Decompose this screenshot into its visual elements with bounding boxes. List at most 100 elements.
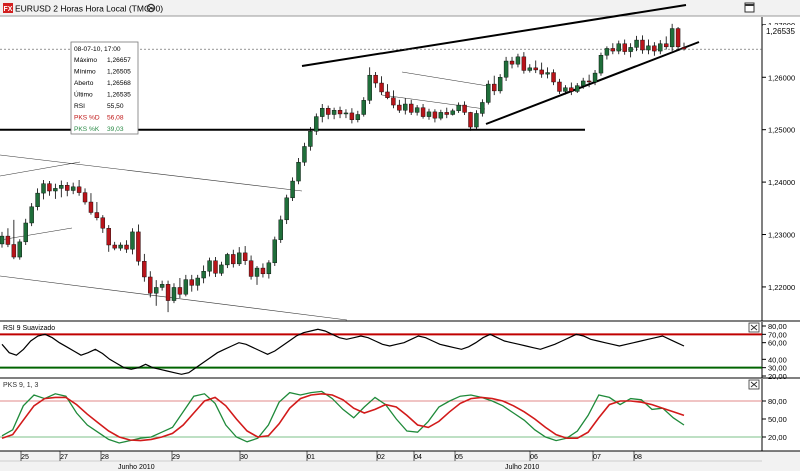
candle-bull: [497, 77, 503, 92]
candle-bear: [409, 103, 414, 113]
candle-bear: [664, 43, 669, 48]
candle-bull: [450, 110, 455, 115]
pks-k-line: [1, 390, 685, 444]
candle-bear: [539, 69, 544, 75]
wedge-lower-line: [485, 41, 700, 125]
info-row-value: 1,26535: [107, 92, 131, 99]
candle-bull: [658, 43, 663, 52]
info-row-label: Aberto: [74, 80, 94, 87]
candle-bear: [148, 276, 153, 294]
channel-lower-short-line: [0, 227, 73, 241]
candle-bear: [622, 43, 627, 52]
month-label-june: Junho 2010: [118, 464, 155, 471]
candle-bear: [248, 260, 254, 277]
day-tick-label: 08: [634, 454, 642, 461]
day-tick-label: 29: [172, 454, 180, 461]
candle-bull: [201, 271, 206, 279]
info-row-value: 39,03: [107, 126, 124, 133]
candle-bear: [586, 80, 592, 83]
day-tick-label: 25: [21, 454, 29, 461]
info-row-label: RSI: [74, 103, 85, 110]
candle-bear: [391, 97, 396, 106]
rsi-close-icon[interactable]: [748, 322, 760, 333]
candle-bull: [308, 131, 313, 147]
pks-d-line: [1, 392, 685, 442]
pks-tick-label: 20,00: [768, 433, 787, 442]
candle-bull: [159, 284, 165, 288]
candle-bull: [486, 83, 491, 103]
candle-bear: [533, 67, 538, 71]
candle-bull: [456, 104, 461, 112]
candle-bull: [207, 260, 212, 272]
candle-bull: [598, 55, 604, 74]
fx-logo-icon: FX: [3, 3, 13, 13]
info-row-label: Último: [74, 90, 93, 99]
candles: [0, 23, 687, 313]
candle-bull: [563, 87, 568, 92]
candle-bull: [480, 102, 485, 114]
current-price-value: 1,26535: [766, 27, 795, 36]
candle-bull: [278, 219, 283, 240]
info-row-value: 56,08: [107, 115, 124, 122]
svg-text:FX: FX: [4, 6, 13, 13]
candle-bear: [385, 91, 390, 98]
candle-bull: [331, 110, 337, 115]
current-price-label: 1,26535: [763, 25, 800, 37]
day-tick-label: 30: [240, 454, 248, 461]
day-tick-label: 01: [307, 454, 315, 461]
candle-bear: [106, 228, 111, 246]
candle-bear: [462, 104, 467, 113]
settings-gear-icon[interactable]: [146, 3, 156, 13]
info-row-label: PKS %K: [74, 126, 100, 133]
price-tick-label: 1,25000: [768, 126, 795, 135]
candle-bear: [189, 279, 194, 286]
candle-bear: [432, 111, 438, 119]
info-date: 08-07-10, 17:00: [74, 46, 121, 53]
pks-tick-label: 80,00: [768, 397, 787, 406]
day-tick-label: 06: [530, 454, 538, 461]
candle-bear: [640, 39, 645, 51]
candle-bull: [628, 47, 633, 52]
pks-title: PKS 9, 1, 3: [3, 382, 39, 389]
day-tick-label: 04: [414, 454, 422, 461]
candle-bull: [634, 39, 639, 48]
candle-bull: [290, 180, 295, 199]
candle-bull: [41, 183, 46, 194]
rsi-tick-label: 80,00: [768, 322, 787, 331]
candle-bull: [604, 48, 610, 56]
candle-bull: [515, 56, 521, 65]
candle-bull: [355, 114, 361, 120]
candle-bear: [142, 261, 147, 278]
info-row-value: 1,26505: [107, 69, 131, 76]
candle-bull: [171, 287, 177, 301]
title-bar: FX EURUSD 2 Horas Hora Local (TMG+0): [0, 0, 800, 17]
candle-bull: [545, 72, 550, 75]
info-row-value: 1,26568: [107, 80, 131, 87]
candle-bull: [438, 112, 444, 119]
candle-bull: [414, 107, 420, 113]
candle-bear: [652, 45, 657, 52]
restore-window-icon[interactable]: [744, 2, 755, 13]
candle-bull: [35, 192, 40, 207]
candle-bear: [76, 186, 82, 193]
candle-bull: [53, 188, 58, 192]
candle-bear: [349, 112, 355, 120]
candle-bull: [320, 107, 325, 117]
candle-bull: [296, 161, 301, 182]
candle-bull: [474, 113, 479, 128]
candle-bear: [65, 185, 70, 191]
rsi-tick-label: 30,00: [768, 364, 787, 373]
pks-close-icon[interactable]: [748, 379, 760, 390]
candle-bull: [118, 244, 123, 249]
candle-bull: [183, 279, 189, 295]
pks-tick-label: 50,00: [768, 415, 787, 424]
flag-lower-line: [381, 94, 486, 110]
candle-bull: [17, 241, 22, 258]
flag-upper-line: [401, 71, 489, 87]
candle-bear: [112, 244, 117, 249]
rsi-tick-label: 40,00: [768, 355, 787, 364]
price-panel: 1,270001,260001,250001,240001,230001,220…: [0, 4, 800, 322]
candle-bull: [343, 112, 349, 115]
